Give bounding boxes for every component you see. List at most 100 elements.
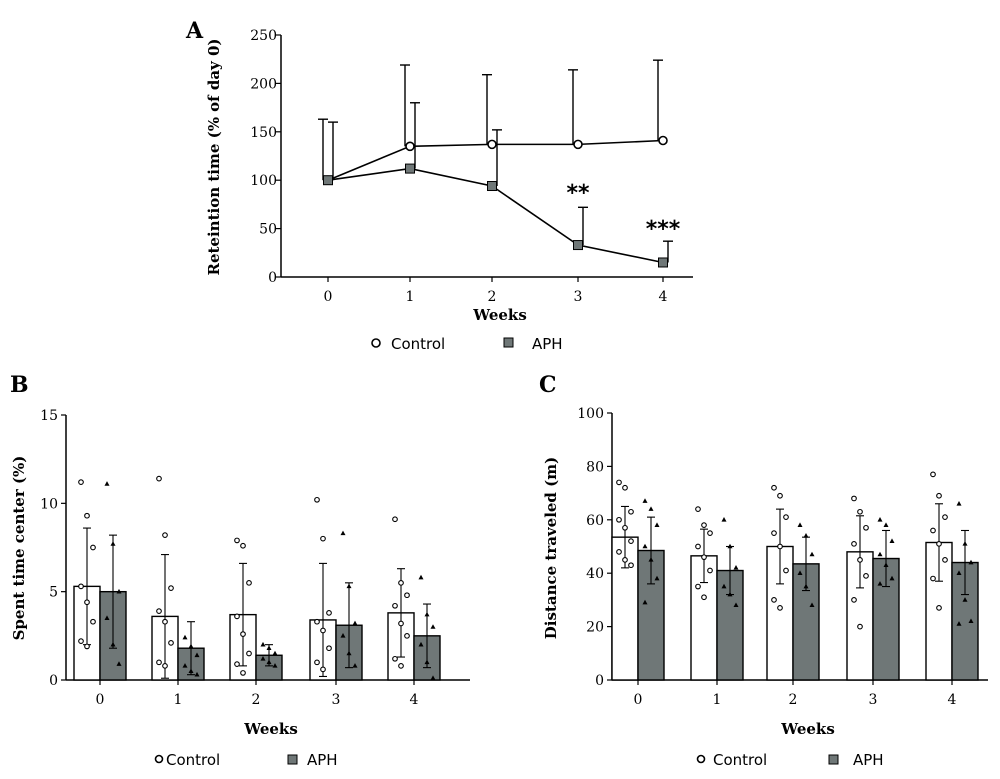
- panel-a-ytick-label: 250: [250, 28, 277, 44]
- panel-c-point-aph: [956, 570, 962, 575]
- panel-c-point-control: [936, 492, 942, 499]
- panel-c-point-control: [628, 538, 634, 545]
- panel-c-point-control: [628, 508, 634, 515]
- panel-a-ytick-label: 150: [250, 125, 277, 141]
- panel-b-point-control: [240, 631, 246, 637]
- panel-b-point-aph: [346, 583, 352, 589]
- panel-c-xtick-label: 4: [948, 692, 957, 708]
- panel-b-point-control: [398, 579, 404, 586]
- panel-c-point-control: [936, 540, 942, 547]
- panel-c-point-control: [695, 583, 701, 590]
- panel-b-point-aph: [182, 663, 188, 668]
- panel-a-xtick-label: 4: [659, 289, 668, 305]
- panel-c-point-control: [628, 562, 634, 569]
- panel-b-point-control: [326, 645, 332, 652]
- panel-b-point-control: [156, 475, 162, 482]
- panel-c-point-aph: [956, 621, 962, 626]
- panel-c-point-aph: [648, 506, 654, 511]
- panel-c-point-aph: [797, 570, 803, 575]
- panel-c-point-aph: [962, 597, 968, 602]
- panel-c-point-aph: [642, 599, 648, 605]
- panel-b-point-aph: [430, 624, 436, 629]
- panel-b-point-control: [240, 542, 246, 549]
- panel-c-point-control: [863, 524, 869, 531]
- panel-b-point-control: [392, 602, 398, 609]
- panel-b-point-aph: [260, 641, 266, 647]
- panel-c-point-aph: [809, 602, 815, 608]
- panel-b-point-control: [234, 661, 240, 667]
- panel-b-point-aph: [346, 650, 352, 656]
- panel-a-significance: **: [566, 181, 590, 206]
- panel-c-point-control: [783, 514, 789, 520]
- panel-c-point-control: [857, 623, 863, 630]
- panel-c-point-control: [695, 506, 701, 512]
- panel-b-point-aph: [424, 611, 430, 617]
- legend-c-control-marker: [696, 754, 706, 764]
- panel-c-point-control: [851, 540, 857, 547]
- panel-c-point-control: [777, 543, 783, 550]
- panel-b-point-aph: [266, 659, 272, 665]
- panel-b-point-control: [84, 599, 90, 606]
- panel-b-point-aph: [418, 641, 424, 647]
- panel-a-xtick-label: 1: [406, 289, 415, 305]
- panel-b-point-aph: [110, 541, 116, 546]
- panel-b-point-aph: [188, 643, 194, 649]
- panel-c-point-aph: [727, 591, 733, 597]
- panel-c-legend: Control APH: [696, 751, 884, 769]
- panel-c-point-aph: [797, 522, 803, 527]
- panel-b-point-aph: [266, 645, 272, 650]
- panel-b-point-control: [314, 618, 320, 625]
- panel-b-point-control: [162, 532, 168, 538]
- panel-c-point-control: [771, 530, 777, 537]
- panel-b: B 0 5 10 15 0 1 2 3 4 Weeks Spent time center (%…: [10, 372, 470, 769]
- panel-b-point-control: [246, 650, 252, 657]
- panel-c-ytick-label: 0: [595, 673, 604, 689]
- panel-c-xlabel: Weeks: [780, 720, 835, 738]
- panel-c-point-control: [701, 594, 707, 601]
- panel-c-point-aph: [883, 562, 889, 567]
- panel-b-point-control: [398, 663, 404, 669]
- legend-a-aph-marker: [503, 337, 514, 348]
- panel-b-point-control: [314, 659, 320, 666]
- legend-b-aph-label: APH: [307, 751, 338, 769]
- panel-c-ytick-label: 80: [586, 459, 604, 475]
- panel-c-point-aph: [721, 583, 727, 589]
- panel-b-point-aph: [110, 641, 116, 647]
- panel-c-point-aph: [889, 575, 895, 581]
- panel-b-plot: 0 5 10 15 0 1 2 3 4: [40, 408, 470, 708]
- panel-b-xtick-label: 2: [252, 692, 261, 708]
- panel-c-point-aph: [727, 543, 733, 549]
- legend-c-control-label: Control: [713, 751, 767, 769]
- panel-b-point-control: [156, 608, 162, 614]
- panel-a-point-control: [487, 139, 497, 150]
- panel-c-point-aph: [809, 551, 815, 557]
- panel-c-xtick-label: 3: [869, 692, 878, 708]
- panel-c-xtick-label: 0: [634, 692, 643, 708]
- panel-a-xlabel: Weeks: [472, 306, 527, 324]
- panel-c-xtick-label: 1: [713, 692, 722, 708]
- panel-c-point-aph: [877, 517, 883, 522]
- panel-b-point-control: [404, 592, 410, 599]
- panel-a-point-control: [658, 135, 668, 146]
- panel-b-xtick-label: 3: [332, 692, 341, 708]
- panel-c-point-aph: [968, 559, 974, 565]
- legend-a-control-label: Control: [391, 335, 445, 353]
- panel-b-point-control: [162, 663, 168, 669]
- panel-b-point-aph: [104, 481, 110, 486]
- panel-c-ytick-label: 40: [586, 566, 604, 582]
- panel-c-point-aph: [721, 517, 727, 522]
- panel-b-point-aph: [116, 661, 122, 666]
- panel-b-point-control: [162, 618, 168, 625]
- panel-c-point-aph: [889, 538, 895, 543]
- legend-a-control-marker: [371, 338, 381, 348]
- panel-b-point-control: [392, 516, 398, 523]
- panel-b-point-control: [320, 666, 326, 673]
- panel-c-point-control: [771, 484, 777, 491]
- panel-c-point-aph: [877, 581, 883, 586]
- panel-b-point-aph: [424, 659, 430, 665]
- panel-b-point-control: [78, 583, 84, 590]
- panel-c-point-aph: [642, 498, 648, 503]
- panel-a-xtick-label: 2: [488, 289, 497, 305]
